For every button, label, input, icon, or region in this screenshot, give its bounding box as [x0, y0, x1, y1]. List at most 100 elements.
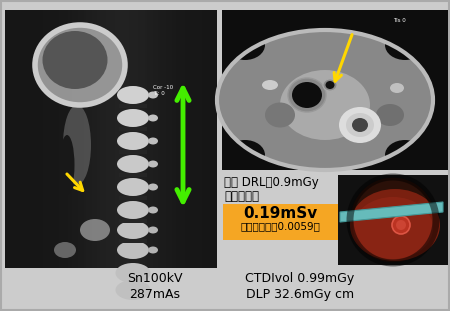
- Bar: [134, 10, 135, 268]
- Bar: [114, 10, 115, 268]
- Bar: [37, 10, 38, 268]
- Bar: [205, 10, 206, 268]
- Bar: [101, 10, 102, 268]
- Bar: [19, 10, 20, 268]
- Bar: [146, 10, 147, 268]
- Bar: [148, 10, 149, 268]
- Bar: [172, 10, 173, 268]
- Bar: [184, 10, 185, 268]
- Bar: [179, 10, 180, 268]
- Bar: [127, 10, 128, 268]
- Bar: [338, 175, 448, 265]
- Bar: [119, 196, 147, 200]
- Text: Sn100kV: Sn100kV: [127, 272, 183, 285]
- Bar: [91, 10, 92, 268]
- Bar: [75, 10, 76, 268]
- Bar: [196, 10, 197, 268]
- Bar: [62, 10, 63, 268]
- Ellipse shape: [225, 30, 265, 60]
- Bar: [70, 10, 71, 268]
- Bar: [156, 10, 157, 268]
- Ellipse shape: [148, 114, 158, 122]
- Bar: [28, 10, 29, 268]
- Bar: [160, 10, 161, 268]
- Ellipse shape: [352, 118, 368, 132]
- Bar: [143, 10, 144, 268]
- Bar: [212, 10, 213, 268]
- Bar: [106, 10, 107, 268]
- Bar: [152, 10, 153, 268]
- Bar: [97, 10, 98, 268]
- Text: 頸椎 DRL：0.9mGy: 頸椎 DRL：0.9mGy: [224, 176, 319, 189]
- Bar: [71, 10, 72, 268]
- Bar: [216, 10, 217, 268]
- Bar: [64, 10, 65, 268]
- Ellipse shape: [117, 132, 149, 150]
- Bar: [198, 10, 199, 268]
- Bar: [192, 10, 193, 268]
- Bar: [169, 10, 170, 268]
- Bar: [159, 10, 160, 268]
- Bar: [117, 10, 118, 268]
- Bar: [209, 10, 210, 268]
- Text: 287mAs: 287mAs: [130, 288, 180, 301]
- Bar: [9, 10, 10, 268]
- Bar: [119, 104, 147, 108]
- Bar: [124, 10, 125, 268]
- Bar: [139, 10, 140, 268]
- Bar: [7, 10, 8, 268]
- Ellipse shape: [292, 82, 322, 108]
- Ellipse shape: [148, 137, 158, 145]
- Bar: [206, 10, 207, 268]
- Bar: [65, 10, 66, 268]
- Bar: [189, 10, 190, 268]
- Bar: [138, 10, 139, 268]
- Bar: [47, 10, 48, 268]
- Bar: [12, 10, 13, 268]
- Ellipse shape: [385, 140, 425, 170]
- Bar: [130, 10, 131, 268]
- Bar: [82, 10, 83, 268]
- Bar: [63, 10, 64, 268]
- Ellipse shape: [148, 226, 158, 234]
- Bar: [200, 10, 201, 268]
- Bar: [144, 10, 145, 268]
- Bar: [142, 10, 143, 268]
- Ellipse shape: [376, 104, 404, 126]
- Bar: [10, 10, 11, 268]
- Bar: [125, 10, 126, 268]
- Bar: [208, 10, 209, 268]
- Bar: [175, 10, 176, 268]
- Bar: [84, 10, 85, 268]
- Bar: [80, 10, 81, 268]
- Bar: [149, 10, 150, 268]
- Bar: [46, 10, 47, 268]
- Ellipse shape: [59, 135, 75, 195]
- Bar: [136, 10, 137, 268]
- Bar: [74, 10, 75, 268]
- Bar: [211, 10, 212, 268]
- Bar: [133, 10, 134, 268]
- Bar: [14, 10, 15, 268]
- Bar: [188, 10, 189, 268]
- Circle shape: [350, 177, 436, 263]
- Bar: [165, 10, 166, 268]
- Bar: [22, 10, 23, 268]
- Bar: [151, 10, 152, 268]
- Bar: [183, 10, 184, 268]
- Bar: [42, 10, 43, 268]
- Ellipse shape: [225, 140, 265, 170]
- Ellipse shape: [116, 280, 150, 300]
- Bar: [168, 10, 169, 268]
- Bar: [187, 10, 188, 268]
- Polygon shape: [340, 202, 443, 222]
- Ellipse shape: [117, 201, 149, 219]
- Bar: [8, 10, 9, 268]
- Bar: [164, 10, 165, 268]
- Bar: [21, 10, 22, 268]
- Bar: [100, 10, 101, 268]
- Bar: [40, 10, 41, 268]
- Bar: [145, 10, 146, 268]
- Bar: [68, 10, 69, 268]
- Text: Cor -10
Ti: 0: Cor -10 Ti: 0: [153, 85, 173, 96]
